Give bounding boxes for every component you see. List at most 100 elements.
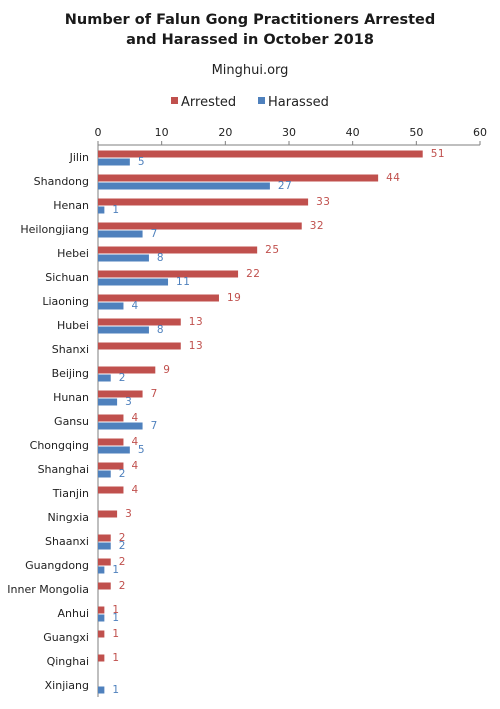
data-label-arrested: 1 <box>112 652 119 664</box>
bar-arrested <box>98 150 423 158</box>
data-label-arrested: 3 <box>125 508 132 520</box>
bar-harassed <box>98 398 118 406</box>
data-label-arrested: 4 <box>131 436 138 448</box>
x-tick-label: 60 <box>473 126 487 139</box>
legend-label-harassed: Harassed <box>268 95 329 110</box>
bar-harassed <box>98 566 105 574</box>
category-label: Qinghai <box>47 655 89 668</box>
data-label-arrested: 2 <box>119 580 126 592</box>
category-label: Xinjiang <box>45 679 89 692</box>
bar-harassed <box>98 470 111 478</box>
data-label-arrested: 1 <box>112 628 119 640</box>
bar-arrested <box>98 366 156 374</box>
data-label-arrested: 4 <box>131 460 138 472</box>
data-label-harassed: 1 <box>112 612 119 624</box>
bar-arrested <box>98 270 239 278</box>
data-label-harassed: 3 <box>125 396 132 408</box>
bar-harassed <box>98 614 105 622</box>
bar-harassed <box>98 326 149 334</box>
data-label-arrested: 2 <box>119 556 126 568</box>
bar-arrested <box>98 510 118 518</box>
x-tick-label: 30 <box>282 126 296 139</box>
category-label: Hebei <box>57 247 89 260</box>
x-tick-label: 0 <box>95 126 102 139</box>
data-label-arrested: 7 <box>151 388 158 400</box>
bar-arrested <box>98 462 124 470</box>
category-label: Tianjin <box>52 487 89 500</box>
bar-harassed <box>98 422 143 430</box>
category-label: Guangdong <box>25 559 89 572</box>
category-label: Ningxia <box>47 511 89 524</box>
category-label: Chongqing <box>30 439 89 452</box>
x-tick-label: 50 <box>409 126 423 139</box>
bar-arrested <box>98 414 124 422</box>
bar-harassed <box>98 374 111 382</box>
data-label-arrested: 4 <box>131 484 138 496</box>
data-labels: 5154427331327258221119413813927347454243… <box>112 148 444 696</box>
data-label-harassed: 8 <box>157 252 164 264</box>
category-label: Shanghai <box>38 463 89 476</box>
category-label: Shanxi <box>52 343 89 356</box>
bar-harassed <box>98 278 169 286</box>
legend: Arrested Harassed <box>171 95 329 110</box>
bar-arrested <box>98 438 124 446</box>
data-label-harassed: 4 <box>131 300 138 312</box>
data-label-harassed: 2 <box>119 468 126 480</box>
bar-arrested <box>98 582 111 590</box>
bar-harassed <box>98 254 149 262</box>
data-label-arrested: 1 <box>112 604 119 616</box>
legend-label-arrested: Arrested <box>181 95 236 110</box>
data-label-harassed: 1 <box>112 564 119 576</box>
x-tick-label: 20 <box>218 126 232 139</box>
bar-arrested <box>98 342 181 350</box>
bar-arrested <box>98 174 379 182</box>
x-tick-label: 40 <box>346 126 360 139</box>
chart-title-line-2: and Harassed in October 2018 <box>126 32 374 48</box>
bar-harassed <box>98 230 143 238</box>
data-label-arrested: 32 <box>310 220 324 232</box>
category-label: Jilin <box>69 151 89 164</box>
data-label-arrested: 9 <box>163 364 170 376</box>
bar-harassed <box>98 446 130 454</box>
bar-arrested <box>98 246 258 254</box>
category-label: Inner Mongolia <box>7 583 89 596</box>
data-label-harassed: 1 <box>112 204 119 216</box>
bar-arrested <box>98 558 111 566</box>
bar-harassed <box>98 158 130 166</box>
data-label-harassed: 5 <box>138 444 145 456</box>
category-label: Hubei <box>57 319 89 332</box>
bar-harassed <box>98 686 105 694</box>
x-tick-label: 10 <box>155 126 169 139</box>
data-label-arrested: 2 <box>119 532 126 544</box>
x-axis: 0 10 20 30 40 50 60 <box>95 126 487 697</box>
category-label: Beijing <box>52 367 89 380</box>
category-label: Shandong <box>34 175 89 188</box>
bar-arrested <box>98 534 111 542</box>
category-label: Heilongjiang <box>20 223 89 236</box>
bar-harassed <box>98 542 111 550</box>
data-label-arrested: 44 <box>386 172 400 184</box>
category-label: Guangxi <box>43 631 89 644</box>
data-label-arrested: 25 <box>265 244 279 256</box>
bar-arrested <box>98 318 181 326</box>
bar-harassed <box>98 182 270 190</box>
bar-arrested <box>98 294 219 302</box>
category-label: Anhui <box>58 607 90 620</box>
data-label-harassed: 27 <box>278 180 292 192</box>
bar-arrested <box>98 390 143 398</box>
data-label-harassed: 7 <box>151 420 158 432</box>
legend-swatch-arrested <box>171 97 178 104</box>
bar-arrested <box>98 630 105 638</box>
data-label-arrested: 13 <box>189 316 203 328</box>
category-label: Hunan <box>53 391 89 404</box>
data-label-harassed: 2 <box>119 540 126 552</box>
bar-arrested <box>98 606 105 614</box>
category-label: Gansu <box>54 415 89 428</box>
bar-arrested <box>98 486 124 494</box>
category-label: Shaanxi <box>45 535 89 548</box>
data-label-harassed: 7 <box>151 228 158 240</box>
legend-swatch-harassed <box>258 97 265 104</box>
category-label: Henan <box>53 199 89 212</box>
data-label-harassed: 5 <box>138 156 145 168</box>
